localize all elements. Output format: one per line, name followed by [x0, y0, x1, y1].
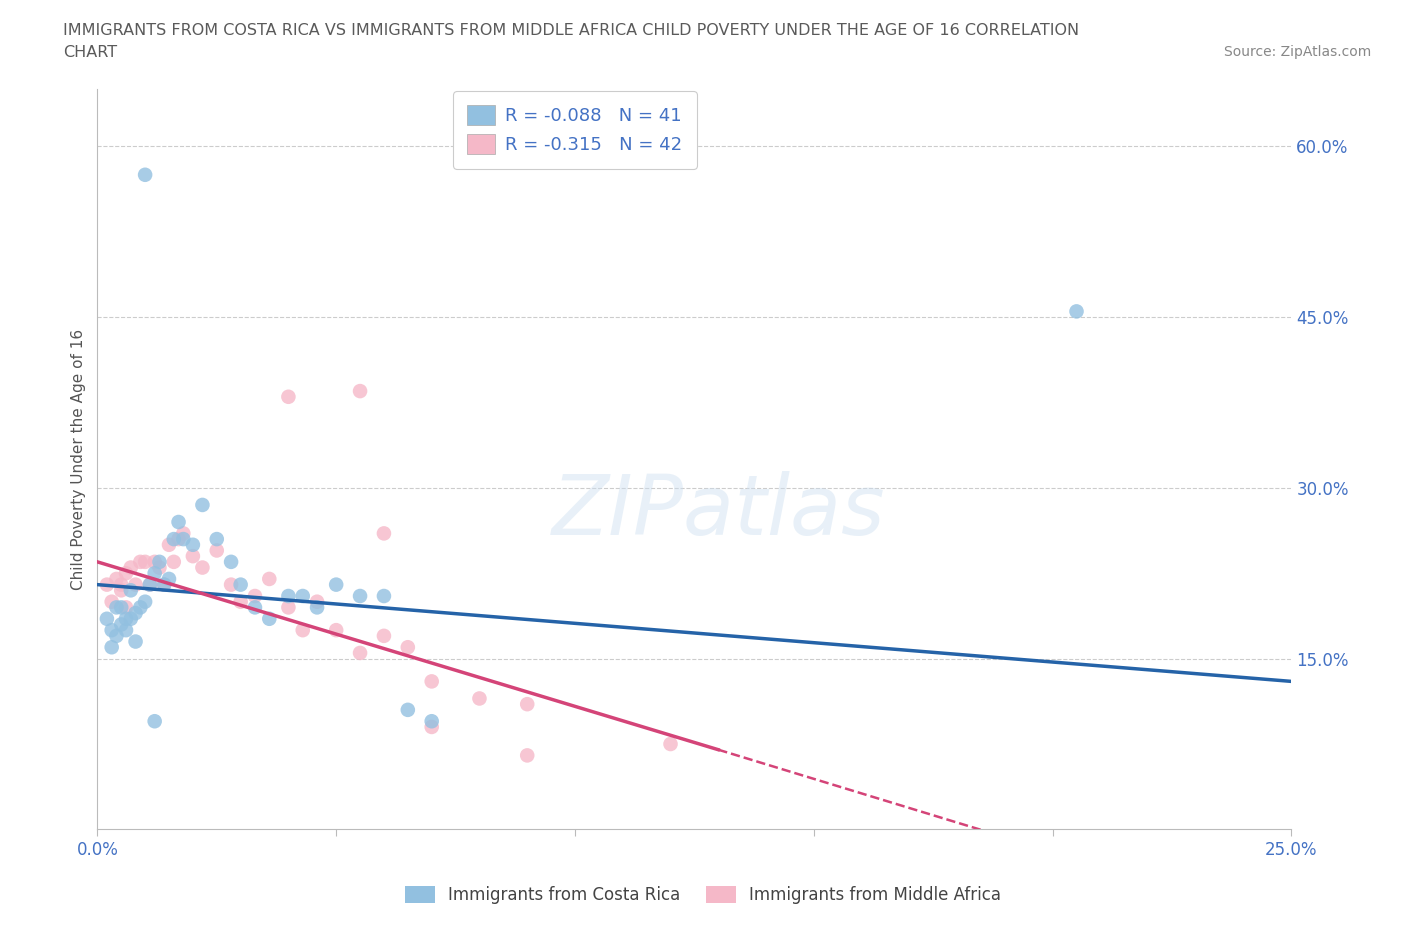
Text: IMMIGRANTS FROM COSTA RICA VS IMMIGRANTS FROM MIDDLE AFRICA CHILD POVERTY UNDER : IMMIGRANTS FROM COSTA RICA VS IMMIGRANTS…	[63, 23, 1080, 38]
Y-axis label: Child Poverty Under the Age of 16: Child Poverty Under the Age of 16	[72, 329, 86, 590]
Point	[129, 554, 152, 569]
Point	[124, 634, 146, 649]
Point	[277, 600, 299, 615]
Point	[325, 578, 347, 592]
Point	[349, 384, 371, 399]
Point	[129, 600, 152, 615]
Point	[277, 589, 299, 604]
Point	[143, 714, 166, 729]
Point	[167, 532, 190, 547]
Point	[325, 623, 347, 638]
Point	[100, 594, 122, 609]
Point	[120, 560, 142, 575]
Point	[349, 589, 371, 604]
Point	[659, 737, 682, 751]
Point	[96, 611, 118, 626]
Point	[134, 167, 156, 182]
Point	[105, 572, 128, 587]
Text: CHART: CHART	[63, 45, 117, 60]
Point	[143, 554, 166, 569]
Point	[115, 623, 138, 638]
Point	[105, 600, 128, 615]
Point	[191, 560, 214, 575]
Point	[115, 600, 138, 615]
Point	[219, 554, 242, 569]
Point	[307, 600, 329, 615]
Point	[468, 691, 491, 706]
Point	[124, 605, 146, 620]
Point	[396, 702, 419, 717]
Point	[349, 645, 371, 660]
Point	[373, 589, 395, 604]
Point	[420, 674, 443, 689]
Point	[153, 578, 176, 592]
Legend: Immigrants from Costa Rica, Immigrants from Middle Africa: Immigrants from Costa Rica, Immigrants f…	[396, 878, 1010, 912]
Point	[191, 498, 214, 512]
Point	[110, 578, 132, 592]
Point	[229, 594, 252, 609]
Point	[115, 565, 138, 580]
Point	[163, 554, 186, 569]
Point	[110, 617, 132, 631]
Point	[167, 514, 190, 529]
Point	[157, 538, 180, 552]
Point	[163, 532, 186, 547]
Point	[172, 526, 194, 541]
Point	[96, 578, 118, 592]
Point	[148, 560, 170, 575]
Point	[219, 578, 242, 592]
Point	[243, 589, 266, 604]
Point	[243, 600, 266, 615]
Point	[148, 554, 170, 569]
Point	[1066, 304, 1088, 319]
Point	[100, 623, 122, 638]
Point	[420, 714, 443, 729]
Point	[139, 578, 162, 592]
Point	[115, 611, 138, 626]
Point	[153, 578, 176, 592]
Point	[277, 390, 299, 405]
Point	[110, 583, 132, 598]
Legend: R = -0.088   N = 41, R = -0.315   N = 42: R = -0.088 N = 41, R = -0.315 N = 42	[453, 91, 697, 168]
Point	[229, 578, 252, 592]
Point	[157, 572, 180, 587]
Point	[205, 532, 228, 547]
Point	[396, 640, 419, 655]
Point	[291, 589, 314, 604]
Point	[172, 532, 194, 547]
Point	[105, 629, 128, 644]
Text: ZIPatlas: ZIPatlas	[551, 471, 886, 551]
Point	[516, 697, 538, 711]
Point	[181, 538, 204, 552]
Point	[373, 629, 395, 644]
Point	[120, 583, 142, 598]
Point	[420, 720, 443, 735]
Point	[205, 543, 228, 558]
Point	[110, 600, 132, 615]
Point	[120, 611, 142, 626]
Point	[181, 549, 204, 564]
Point	[134, 594, 156, 609]
Point	[124, 578, 146, 592]
Point	[134, 554, 156, 569]
Point	[143, 565, 166, 580]
Point	[291, 623, 314, 638]
Point	[259, 572, 281, 587]
Point	[139, 578, 162, 592]
Point	[373, 526, 395, 541]
Point	[259, 611, 281, 626]
Point	[100, 640, 122, 655]
Text: Source: ZipAtlas.com: Source: ZipAtlas.com	[1223, 45, 1371, 59]
Point	[307, 594, 329, 609]
Point	[516, 748, 538, 763]
